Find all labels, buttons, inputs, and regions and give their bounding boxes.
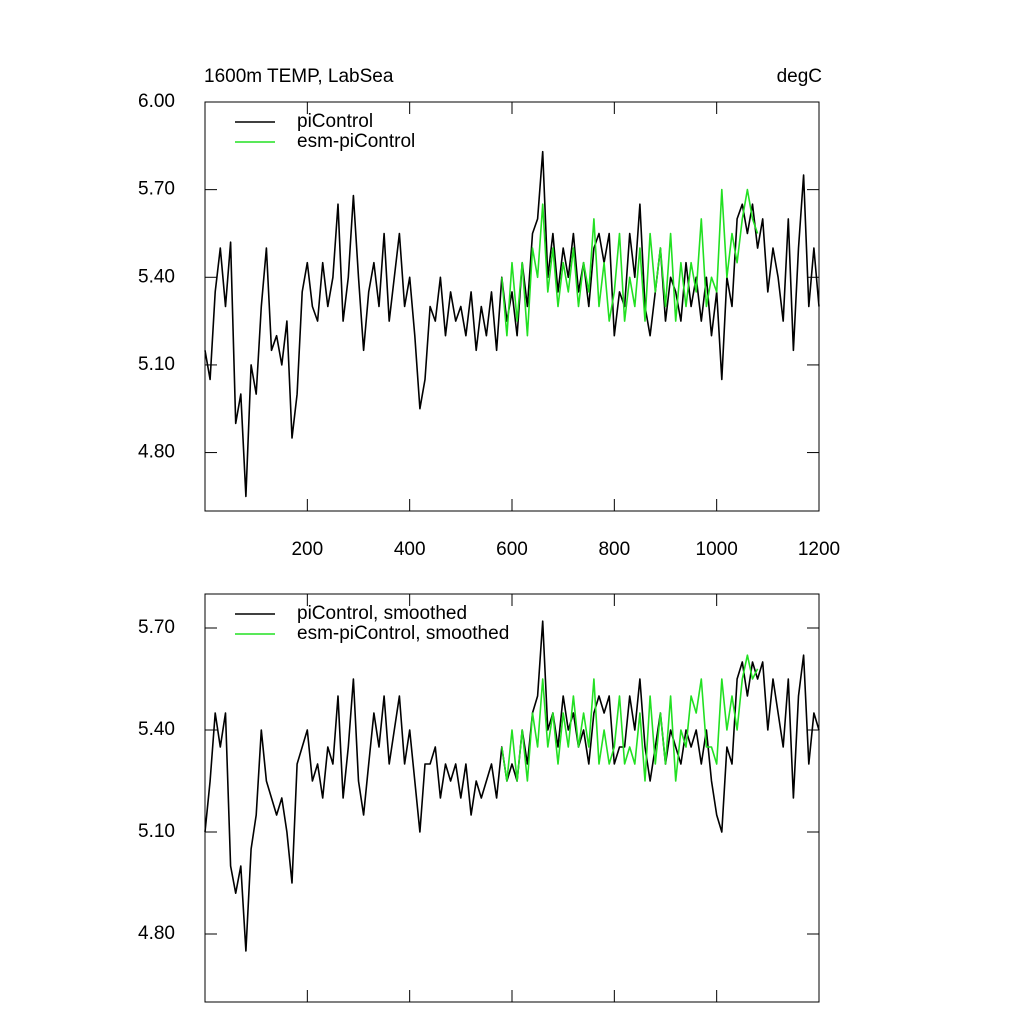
data-line [501, 188, 759, 337]
legend-label: piControl, smoothed [297, 603, 467, 624]
y-tick-label: 5.70 [138, 179, 175, 200]
data-line [501, 654, 759, 782]
x-tick-label: 1200 [798, 539, 840, 560]
legend-label: esm-piControl [297, 131, 415, 152]
y-tick-label: 5.40 [138, 719, 175, 740]
chart-title: 1600m TEMP, LabSea [204, 66, 394, 87]
y-tick-label: 5.40 [138, 266, 175, 287]
x-tick-label: 800 [598, 539, 630, 560]
legend-label: esm-piControl, smoothed [297, 623, 509, 644]
plot-frame [204, 101, 820, 512]
data-line [204, 150, 820, 498]
x-tick-label: 200 [291, 539, 323, 560]
plot-frame [204, 593, 820, 1003]
x-tick-label: 400 [394, 539, 426, 560]
y-tick-label: 5.10 [138, 821, 175, 842]
y-tick-label: 4.80 [138, 442, 175, 463]
y-tick-label: 5.10 [138, 354, 175, 375]
y-tick-label: 6.00 [138, 91, 175, 112]
x-tick-label: 1000 [696, 539, 738, 560]
y-tick-label: 5.70 [138, 617, 175, 638]
x-tick-label: 600 [496, 539, 528, 560]
y-tick-label: 4.80 [138, 923, 175, 944]
data-line [204, 620, 820, 952]
units-label: degC [777, 66, 822, 87]
legend-label: piControl [297, 111, 373, 132]
